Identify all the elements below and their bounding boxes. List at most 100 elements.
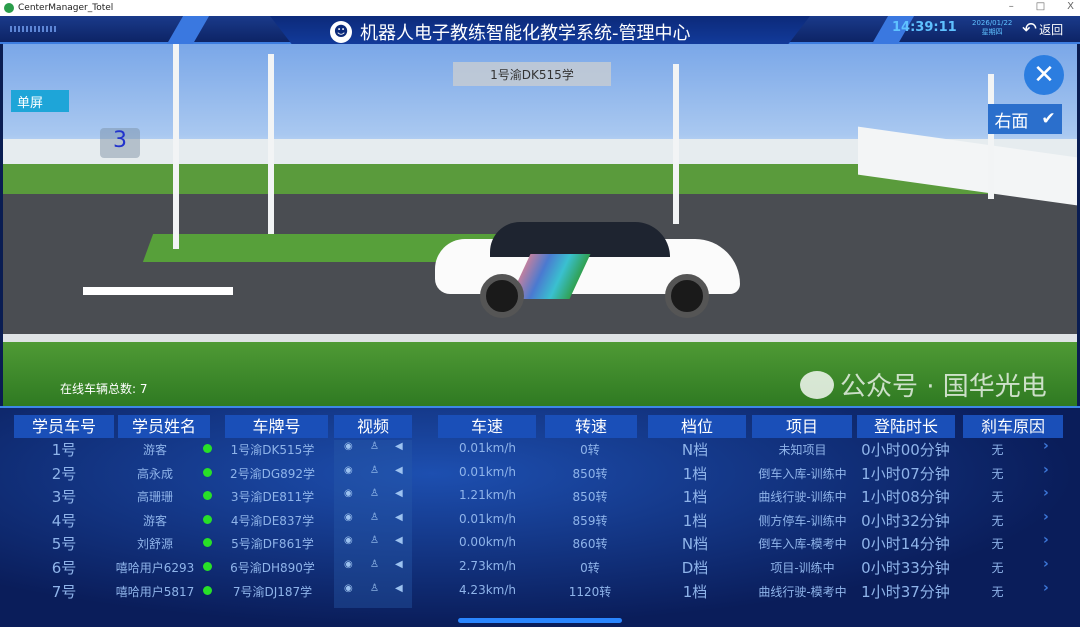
microphone-icon[interactable]: ♙ (370, 511, 379, 523)
cell-speed: 0.01km/h (458, 441, 516, 455)
3d-camera-view[interactable] (3, 44, 1077, 406)
row-detail-chevron-icon[interactable]: › (1043, 508, 1049, 525)
cell-duration: 1小时07分钟 (861, 464, 950, 483)
cell-project: 倒车入库-训练中 (758, 466, 847, 481)
column-header: 转速 (545, 415, 637, 438)
cell-name: 高珊珊 (136, 490, 173, 505)
microphone-icon[interactable]: ♙ (370, 441, 379, 452)
cell-no: 6号 (51, 559, 77, 577)
cell-rpm: 850转 (572, 466, 608, 481)
video-column-bg (334, 440, 412, 608)
row-detail-chevron-icon[interactable]: › (1043, 579, 1049, 596)
cell-no: 7号 (51, 582, 77, 601)
speaker-icon[interactable]: ◀ (395, 488, 403, 500)
scene-pole (173, 44, 179, 249)
window-title: CenterManager_Totel (18, 3, 114, 13)
row-detail-chevron-icon[interactable]: › (1043, 556, 1049, 572)
decor-slant (166, 16, 210, 44)
camera-icon[interactable]: ◉ (344, 464, 353, 476)
column-header: 视频 (334, 415, 412, 438)
speaker-icon[interactable]: ◀ (395, 464, 403, 476)
cell-name: 游客 (142, 443, 167, 457)
minimize-button[interactable]: – (1008, 1, 1014, 12)
cell-plate: 5号渝DF861学 (231, 537, 314, 552)
online-status-dot (203, 538, 212, 548)
page-title: ☻ 机器人电子教练智能化教学系统-管理中心 (330, 19, 691, 45)
cell-project: 曲线行驶-训练中 (758, 490, 847, 505)
scene-pole (268, 54, 274, 234)
cell-no: 4号 (51, 511, 77, 530)
column-header: 学员车号 (14, 415, 114, 438)
cell-duration: 1小时37分钟 (861, 582, 950, 601)
speaker-icon[interactable]: ◀ (395, 511, 403, 523)
clock-time: 14:39:11 (892, 20, 957, 35)
vehicle-table: 学员车号 学员姓名 车牌号 视频 车速 转速 档位 项目 登陆时长 刹车原因 1号 游客 1号渝DK51… (0, 406, 1080, 627)
microphone-icon[interactable]: ♙ (370, 582, 379, 594)
cell-brake: 无 (991, 490, 1004, 505)
wechat-icon (800, 370, 834, 399)
camera-icon[interactable]: ◉ (344, 511, 353, 523)
cell-name: 高永成 (136, 466, 173, 481)
online-count: 在线车辆总数: 7 (60, 382, 148, 396)
camera-icon[interactable]: ◉ (344, 535, 353, 547)
speaker-icon[interactable]: ◀ (395, 559, 403, 570)
speaker-icon[interactable]: ◀ (395, 441, 403, 452)
cell-gear: 1档 (682, 488, 708, 507)
cell-duration: 1小时08分钟 (861, 488, 950, 507)
online-status-dot (203, 467, 212, 477)
cell-plate: 4号渝DE837学 (230, 513, 315, 528)
cell-speed: 4.23km/h (458, 582, 516, 597)
microphone-icon[interactable]: ♙ (370, 559, 379, 570)
online-status-dot (203, 562, 212, 571)
camera-icon[interactable]: ◉ (344, 488, 353, 500)
back-button[interactable]: ↶ 返回 (1022, 19, 1063, 40)
cell-no: 1号 (51, 441, 77, 459)
back-label: 返回 (1039, 23, 1064, 37)
cell-duration: 0小时32分钟 (861, 511, 950, 530)
speaker-icon[interactable]: ◀ (395, 535, 403, 547)
microphone-icon[interactable]: ♙ (370, 488, 379, 500)
back-arrow-icon: ↶ (1022, 19, 1038, 40)
cell-project: 项目-训练中 (770, 561, 835, 575)
cell-brake: 无 (991, 537, 1004, 552)
row-detail-chevron-icon[interactable]: › (1043, 461, 1049, 478)
watermark: 公众号 · 国华光电 (800, 366, 1047, 403)
column-header: 档位 (648, 415, 746, 438)
cell-rpm: 860转 (572, 537, 608, 552)
online-status-dot (203, 444, 212, 453)
cell-duration: 0小时00分钟 (861, 441, 950, 459)
microphone-icon[interactable]: ♙ (370, 535, 379, 547)
cell-gear: N档 (681, 535, 709, 554)
cell-project: 未知项目 (778, 443, 827, 457)
column-header: 登陆时长 (857, 415, 955, 438)
cell-duration: 0小时14分钟 (861, 535, 950, 554)
cell-rpm: 0转 (580, 443, 600, 457)
maximize-button[interactable]: □ (1035, 1, 1046, 12)
microphone-icon[interactable]: ♙ (370, 464, 379, 476)
close-view-button[interactable]: ✕ (1024, 55, 1064, 95)
cell-brake: 无 (991, 561, 1004, 575)
right-view-toggle[interactable]: 右面 ✔ (988, 104, 1062, 134)
camera-icon[interactable]: ◉ (344, 559, 353, 570)
close-icon: ✕ (1033, 60, 1055, 90)
row-detail-chevron-icon[interactable]: › (1043, 532, 1049, 549)
speaker-icon[interactable]: ◀ (395, 582, 403, 594)
cell-project: 倒车入库-模考中 (758, 537, 847, 552)
camera-icon[interactable]: ◉ (344, 441, 353, 452)
smiley-logo-icon: ☻ (330, 21, 352, 43)
row-detail-chevron-icon[interactable]: › (1043, 438, 1049, 454)
cell-speed: 0.00km/h (458, 535, 516, 550)
camera-icon[interactable]: ◉ (344, 582, 353, 594)
vehicle-model (435, 214, 740, 318)
cell-name: 嘻哈用户5817 (115, 584, 195, 599)
cell-speed: 0.01km/h (458, 464, 516, 479)
scene-grass (3, 342, 1077, 406)
cell-plate: 7号渝DJ187学 (232, 584, 313, 599)
single-screen-button[interactable]: 单屏 (11, 90, 69, 112)
close-window-button[interactable]: X (1067, 1, 1074, 12)
cell-speed: 1.21km/h (458, 488, 516, 503)
row-detail-chevron-icon[interactable]: › (1043, 485, 1049, 502)
cell-no: 5号 (51, 535, 77, 554)
selected-plate-label: 1号渝DK515学 (453, 62, 611, 86)
horizontal-scrollbar[interactable] (458, 618, 622, 623)
